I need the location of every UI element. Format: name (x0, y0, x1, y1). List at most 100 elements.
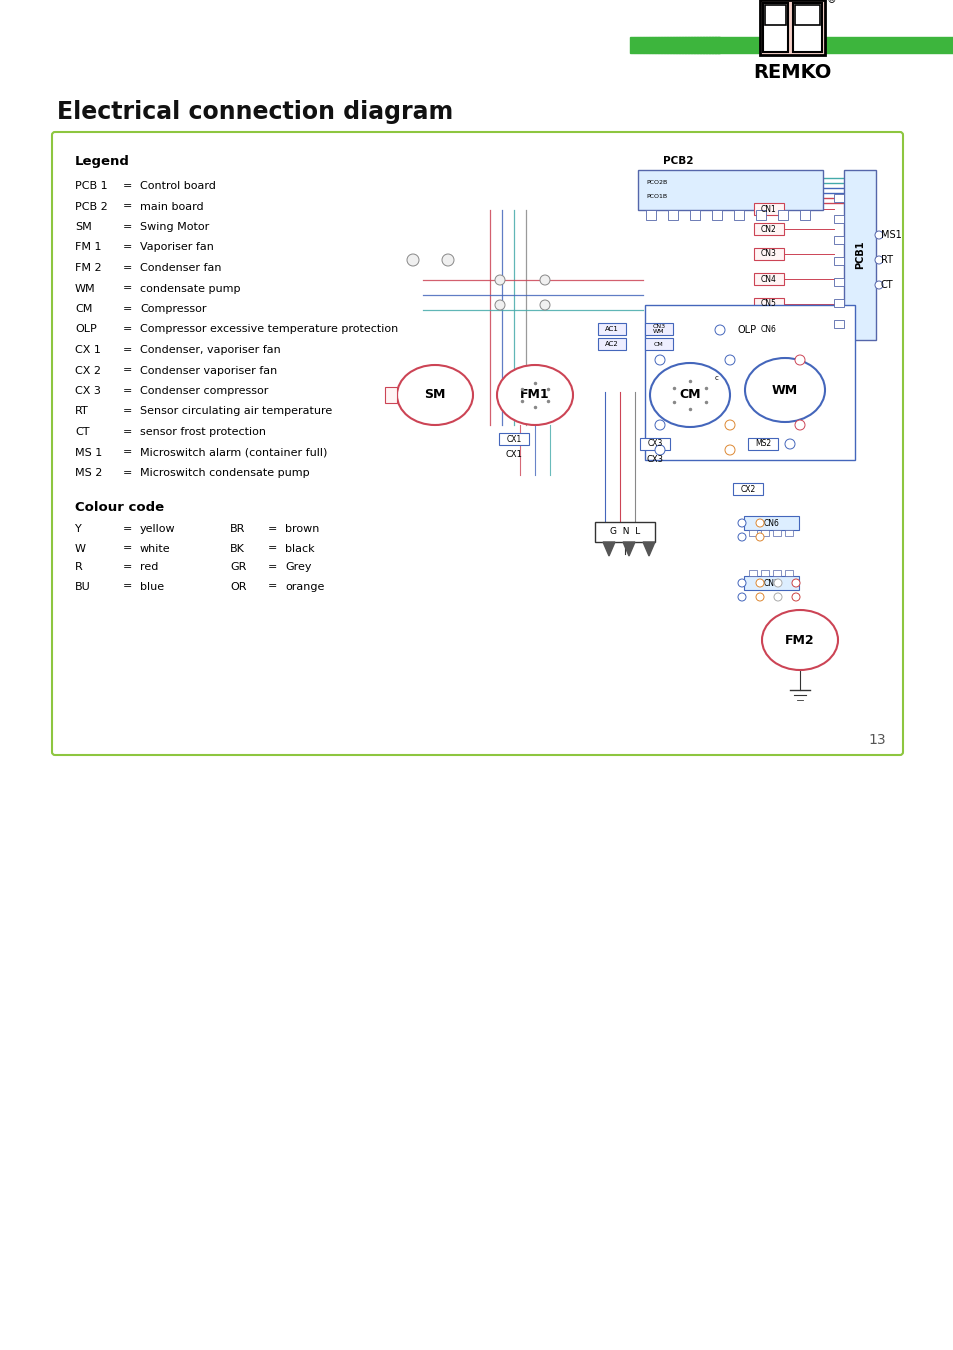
Text: PCB 1: PCB 1 (75, 181, 108, 190)
Text: FM1: FM1 (519, 389, 549, 401)
Bar (657, 36, 659, 53)
Bar (709, 36, 711, 53)
Bar (760, 570, 768, 576)
Bar (760, 531, 768, 536)
Ellipse shape (761, 610, 837, 670)
Text: =: = (123, 324, 132, 335)
Text: Condenser fan: Condenser fan (140, 263, 221, 273)
Text: BK: BK (230, 544, 245, 554)
Bar (688, 36, 690, 53)
Bar (755, 211, 765, 220)
Text: =: = (123, 386, 132, 396)
Bar (647, 36, 649, 53)
Text: BR: BR (230, 525, 245, 535)
Text: CX3: CX3 (647, 440, 662, 448)
Bar (697, 36, 699, 53)
Text: CN1: CN1 (760, 204, 776, 213)
Bar (638, 170, 822, 211)
Bar (654, 36, 656, 53)
Bar (748, 531, 757, 536)
Bar (710, 36, 712, 53)
Text: CN3
WM: CN3 WM (652, 324, 665, 335)
Circle shape (495, 300, 504, 310)
Text: 13: 13 (867, 733, 885, 747)
Bar (637, 36, 639, 53)
Text: CN3: CN3 (760, 250, 776, 258)
Bar (641, 36, 643, 53)
Text: RT: RT (75, 406, 89, 417)
Text: red: red (140, 563, 158, 572)
Text: Vaporiser fan: Vaporiser fan (140, 243, 213, 252)
Text: G  N  L: G N L (609, 528, 639, 536)
Text: Grey: Grey (285, 563, 312, 572)
Text: CX1: CX1 (505, 450, 522, 459)
Bar (753, 273, 783, 285)
Text: CX3: CX3 (646, 455, 662, 464)
Bar (748, 570, 757, 576)
Circle shape (755, 579, 763, 587)
Polygon shape (794, 5, 820, 26)
Bar (778, 211, 787, 220)
Bar (385, 387, 396, 404)
Bar (715, 36, 717, 53)
Text: Sensor circulating air temperature: Sensor circulating air temperature (140, 406, 332, 417)
Bar (833, 194, 843, 202)
Bar (784, 531, 792, 536)
Bar (702, 36, 705, 53)
Bar (833, 298, 843, 306)
Text: Microswitch condensate pump: Microswitch condensate pump (140, 468, 310, 478)
Text: GR: GR (230, 563, 246, 572)
Circle shape (755, 533, 763, 541)
Bar (671, 36, 673, 53)
Bar (639, 437, 669, 450)
Circle shape (655, 446, 664, 455)
Text: black: black (285, 544, 314, 554)
Text: WM: WM (771, 383, 798, 397)
Bar (733, 211, 743, 220)
Text: FM 1: FM 1 (75, 243, 101, 252)
Bar (833, 278, 843, 286)
Text: condensate pump: condensate pump (140, 284, 240, 293)
Text: orange: orange (285, 582, 324, 591)
Text: MS1: MS1 (880, 230, 901, 240)
Text: PCB1: PCB1 (854, 240, 864, 269)
Bar (747, 437, 778, 450)
Bar (753, 248, 783, 261)
Text: =: = (268, 544, 277, 554)
Text: Condenser, vaporiser fan: Condenser, vaporiser fan (140, 346, 280, 355)
Bar (686, 36, 688, 53)
Ellipse shape (744, 358, 824, 423)
Bar (706, 36, 708, 53)
Bar (712, 36, 714, 53)
Bar (644, 323, 672, 335)
Bar (629, 36, 953, 53)
Text: SM: SM (424, 389, 445, 401)
Bar (670, 36, 672, 53)
Bar (711, 211, 721, 220)
Bar (644, 305, 854, 460)
Text: CN6: CN6 (760, 324, 776, 333)
Circle shape (655, 420, 664, 431)
Bar (689, 211, 700, 220)
Text: SM: SM (75, 221, 91, 232)
Bar (843, 170, 875, 340)
Text: FM 2: FM 2 (75, 263, 102, 273)
Bar (701, 36, 703, 53)
Bar (598, 338, 625, 350)
Circle shape (791, 579, 800, 587)
Text: Legend: Legend (75, 155, 130, 169)
Bar (667, 36, 669, 53)
Text: =: = (123, 346, 132, 355)
Bar (694, 36, 696, 53)
Text: =: = (123, 181, 132, 190)
Bar (683, 36, 685, 53)
Ellipse shape (649, 363, 729, 427)
Circle shape (724, 355, 734, 364)
Circle shape (738, 533, 745, 541)
Text: =: = (123, 366, 132, 375)
Text: CM: CM (654, 342, 663, 347)
Ellipse shape (497, 364, 573, 425)
Polygon shape (642, 541, 655, 556)
Text: Compressor excessive temperature protection: Compressor excessive temperature protect… (140, 324, 397, 335)
Bar (833, 256, 843, 265)
